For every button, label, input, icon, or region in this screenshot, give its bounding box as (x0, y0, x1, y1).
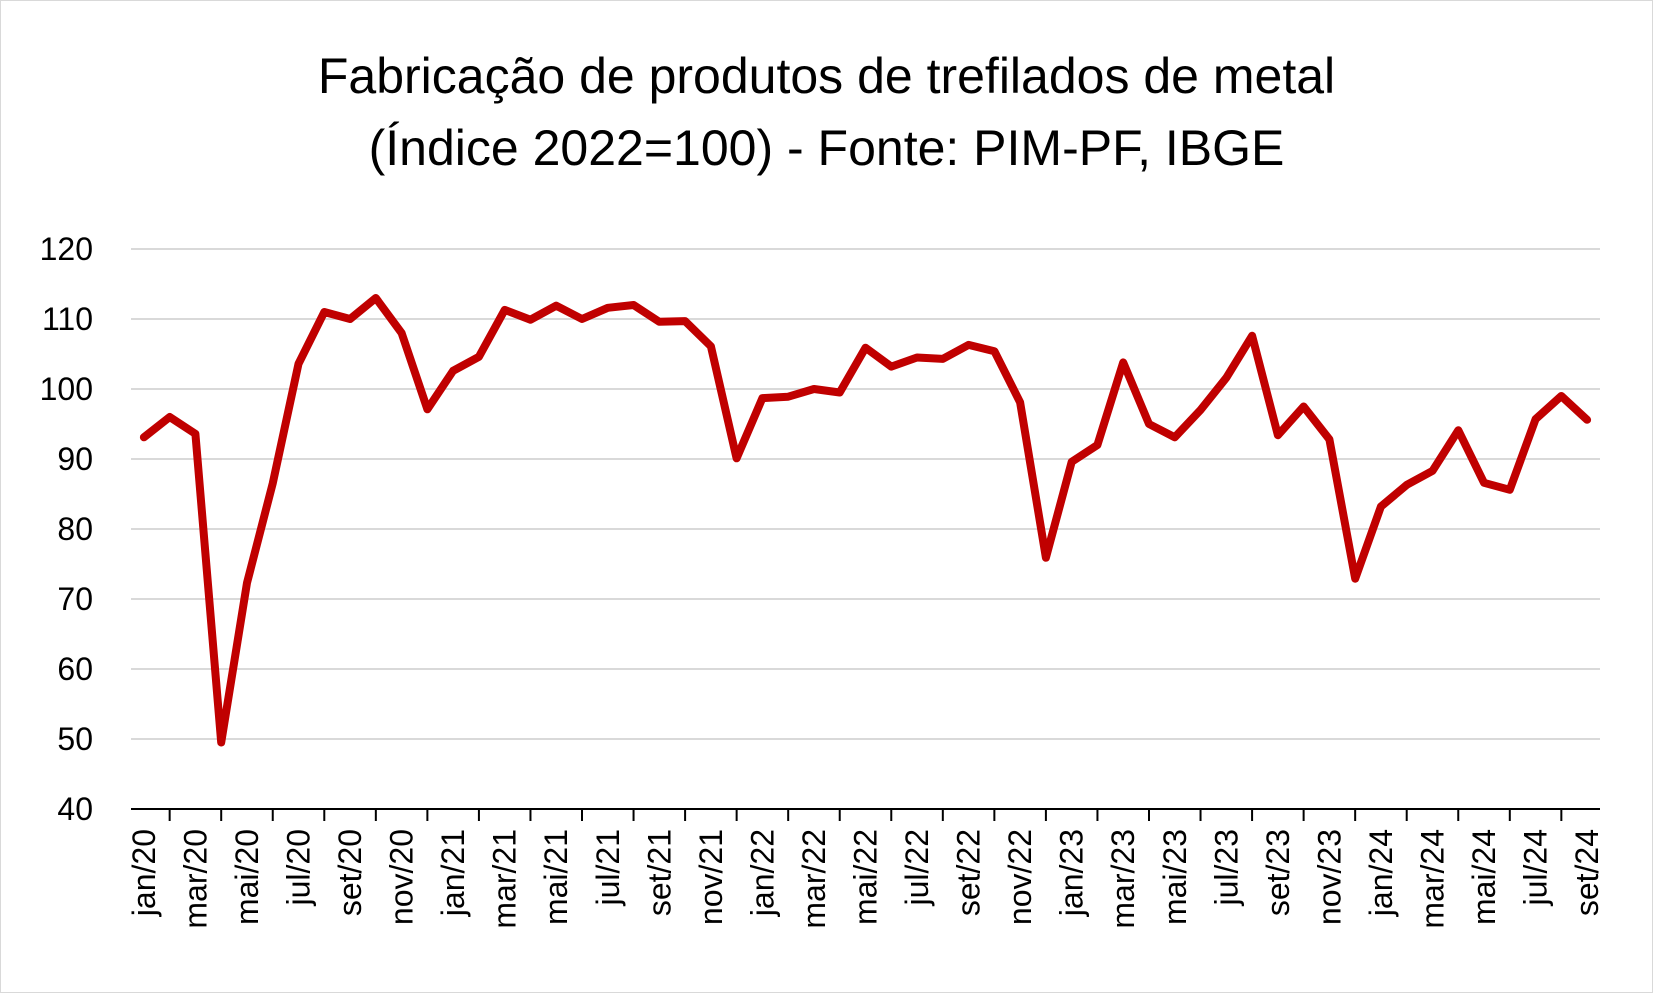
y-axis-tick-labels: 40 50 60 70 80 90 100 110 120 (40, 231, 93, 827)
x-tick-label-mar-24: mar/24 (1414, 829, 1450, 929)
x-tick-label-jan-20: jan/20 (126, 829, 162, 917)
x-tick-label-set-23: set/23 (1260, 829, 1296, 916)
x-tick-label-mai-20: mai/20 (229, 829, 265, 925)
chart-title: Fabricação de produtos de trefilados de … (0, 40, 1653, 184)
x-tick-label-jul-22: jul/22 (899, 829, 935, 907)
chart-title-line-1: Fabricação de produtos de trefilados de … (317, 48, 1336, 104)
y-tick-label-80: 80 (57, 511, 93, 547)
x-tick-label-jan-24: jan/24 (1363, 829, 1399, 917)
y-tick-label-70: 70 (57, 581, 93, 617)
x-tick-label-mai-23: mai/23 (1157, 829, 1193, 925)
x-tick-label-nov-21: nov/21 (693, 829, 729, 925)
x-tick-label-jul-21: jul/21 (590, 829, 626, 907)
x-tick-label-set-22: set/22 (951, 829, 987, 916)
y-tick-label-110: 110 (42, 301, 93, 337)
x-tick-label-set-20: set/20 (332, 829, 368, 916)
y-tick-label-90: 90 (57, 441, 93, 477)
y-tick-label-120: 120 (40, 231, 93, 267)
x-tick-label-jul-20: jul/20 (281, 829, 317, 907)
x-tick-label-mar-22: mar/22 (796, 829, 832, 929)
x-tick-label-mai-21: mai/21 (538, 829, 574, 925)
x-tick-label-jul-24: jul/24 (1518, 829, 1554, 907)
gridlines (131, 248, 1600, 740)
x-tick-label-jan-22: jan/22 (744, 829, 780, 917)
x-tick-label-nov-22: nov/22 (1002, 829, 1038, 925)
x-axis: jan/20 mar/20 mai/20 jul/20 set/20 nov/20 jan/… (126, 808, 1605, 929)
y-tick-label-60: 60 (57, 651, 93, 687)
y-tick-label-50: 50 (57, 721, 93, 757)
x-tick-label-jul-23: jul/23 (1208, 829, 1244, 907)
x-tick-label-mar-21: mar/21 (487, 829, 523, 929)
x-tick-label-set-24: set/24 (1569, 829, 1605, 916)
x-tick-label-nov-23: nov/23 (1311, 829, 1347, 925)
x-tick-label-mai-22: mai/22 (848, 829, 884, 925)
y-tick-label-40: 40 (57, 791, 93, 827)
x-tick-label-mai-24: mai/24 (1466, 829, 1502, 925)
chart-title-line-2: (Índice 2022=100) - Fonte: PIM-PF, IBGE (368, 120, 1285, 176)
x-tick-label-mar-23: mar/23 (1105, 829, 1141, 929)
series-layer (139, 294, 1592, 747)
x-tick-label-jan-21: jan/21 (435, 829, 471, 917)
series-line-0 (139, 294, 1592, 747)
x-tick-label-nov-20: nov/20 (384, 829, 420, 925)
x-tick-label-mar-20: mar/20 (177, 829, 213, 929)
x-tick-label-jan-23: jan/23 (1054, 829, 1090, 917)
y-tick-label-100: 100 (40, 371, 93, 407)
x-tick-label-set-21: set/21 (641, 829, 677, 916)
